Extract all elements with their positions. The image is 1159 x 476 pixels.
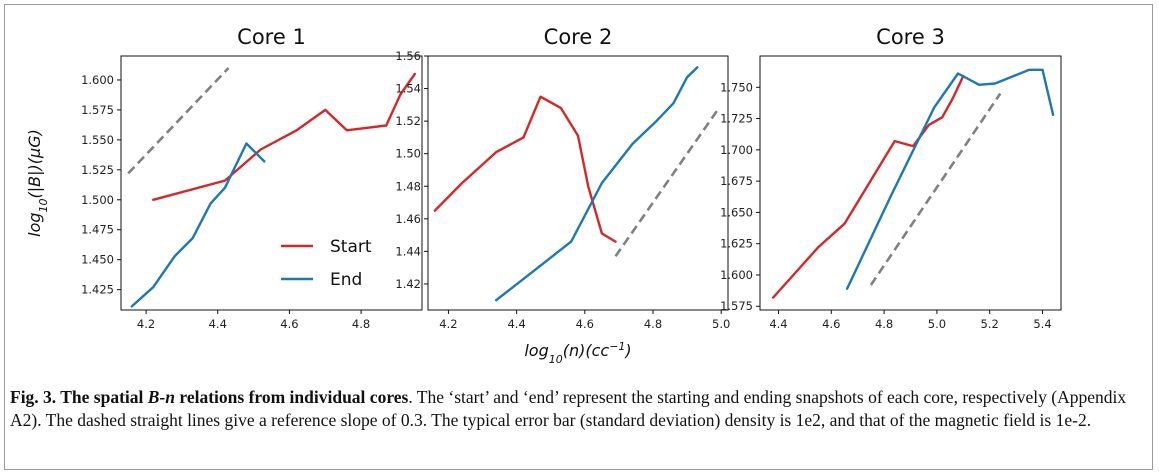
y-tick-label: 1.44 [395, 244, 421, 258]
legend-label-end: End [330, 270, 362, 290]
x-tick-label: 4.6 [822, 317, 840, 331]
y-tick-label: 1.42 [395, 277, 421, 291]
y-tick-label: 1.675 [720, 174, 753, 188]
y-tick-label: 1.750 [720, 80, 753, 94]
plot-area [759, 55, 1062, 311]
x-tick-label: 4.8 [875, 317, 893, 331]
reference-slope-line [127, 67, 230, 175]
x-tick-label: 4.8 [644, 317, 662, 331]
x-tick-label: 4.8 [352, 317, 370, 331]
y-tick-label: 1.525 [81, 163, 114, 177]
series-line-start [151, 72, 416, 202]
x-tick-label: 4.2 [137, 317, 155, 331]
x-tick-label: 4.4 [209, 317, 227, 331]
y-tick-label: 1.700 [720, 143, 753, 157]
caption-label: Fig. 3. The spatial B-n relations from i… [10, 387, 409, 407]
chart-core-1: Core 1 4.2 4.4 4.6 4.8 1.425 1.450 1.475 1.500 1.… [25, 25, 423, 331]
x-tick-label: 4.2 [439, 317, 457, 331]
y-tick-label: 1.550 [81, 133, 114, 147]
y-axis-label: log10(|B|)(μG) [25, 129, 50, 237]
y-tick-label: 1.50 [395, 147, 421, 161]
legend-label-start: Start [330, 237, 372, 257]
series-line-start [433, 95, 617, 243]
x-tick-label: 5.4 [1033, 317, 1051, 331]
x-tick-label: 5.2 [981, 317, 999, 331]
x-tick-label: 5.0 [712, 317, 730, 331]
figure-frame [4, 4, 1153, 470]
x-axis-label: log10(n)(cc−1) [524, 340, 631, 366]
y-tick-label: 1.425 [81, 283, 114, 297]
chart-core-3: Core 3 4.4 4.6 4.8 5.0 5.2 5.4 1.575 1.600 1.625 1… [720, 25, 1062, 331]
x-tick-label: 4.4 [769, 317, 787, 331]
y-tick-label: 1.46 [395, 212, 421, 226]
y-tick-label: 1.54 [395, 82, 421, 96]
series-line-end [130, 142, 266, 308]
y-tick-label: 1.725 [720, 112, 753, 126]
x-tick-label: 4.6 [280, 317, 298, 331]
y-tick-label: 1.600 [81, 73, 114, 87]
caption-text: . The ‘start’ and ‘end’ represent the st… [10, 387, 1127, 430]
chart-title: Core 1 [237, 25, 306, 49]
chart-core-2: Core 2 4.2 4.4 4.6 4.8 5.0 1.42 1.44 1.46 1.48 1.5… [395, 25, 730, 366]
chart-title: Core 3 [876, 25, 945, 49]
y-tick-label: 1.48 [395, 179, 421, 193]
plot-area [427, 55, 729, 311]
series-line-start [772, 74, 965, 299]
y-tick-label: 1.450 [81, 253, 114, 267]
y-tick-label: 1.52 [395, 114, 421, 128]
series-line-end [495, 66, 699, 302]
figure-charts: Core 1 4.2 4.4 4.6 4.8 1.425 1.450 1.475 1.500 1.… [25, 25, 1062, 366]
chart-title: Core 2 [544, 25, 613, 49]
y-tick-label: 1.575 [720, 299, 753, 313]
y-tick-label: 1.625 [720, 237, 753, 251]
x-tick-label: 4.4 [507, 317, 525, 331]
figure-caption: Fig. 3. The spatial B-n relations from i… [10, 386, 1146, 432]
plot-area [120, 55, 423, 311]
reference-slope-line [614, 108, 719, 258]
y-tick-label: 1.475 [81, 223, 114, 237]
x-tick-label: 5.0 [928, 317, 946, 331]
y-tick-label: 1.575 [81, 103, 114, 117]
legend: Start End [281, 237, 372, 290]
series-line-end [845, 68, 1055, 290]
x-tick-label: 4.6 [576, 317, 594, 331]
y-tick-label: 1.650 [720, 205, 753, 219]
reference-slope-line [869, 92, 1002, 286]
y-tick-label: 1.56 [395, 49, 421, 63]
y-tick-label: 1.600 [720, 268, 753, 282]
y-tick-label: 1.500 [81, 193, 114, 207]
